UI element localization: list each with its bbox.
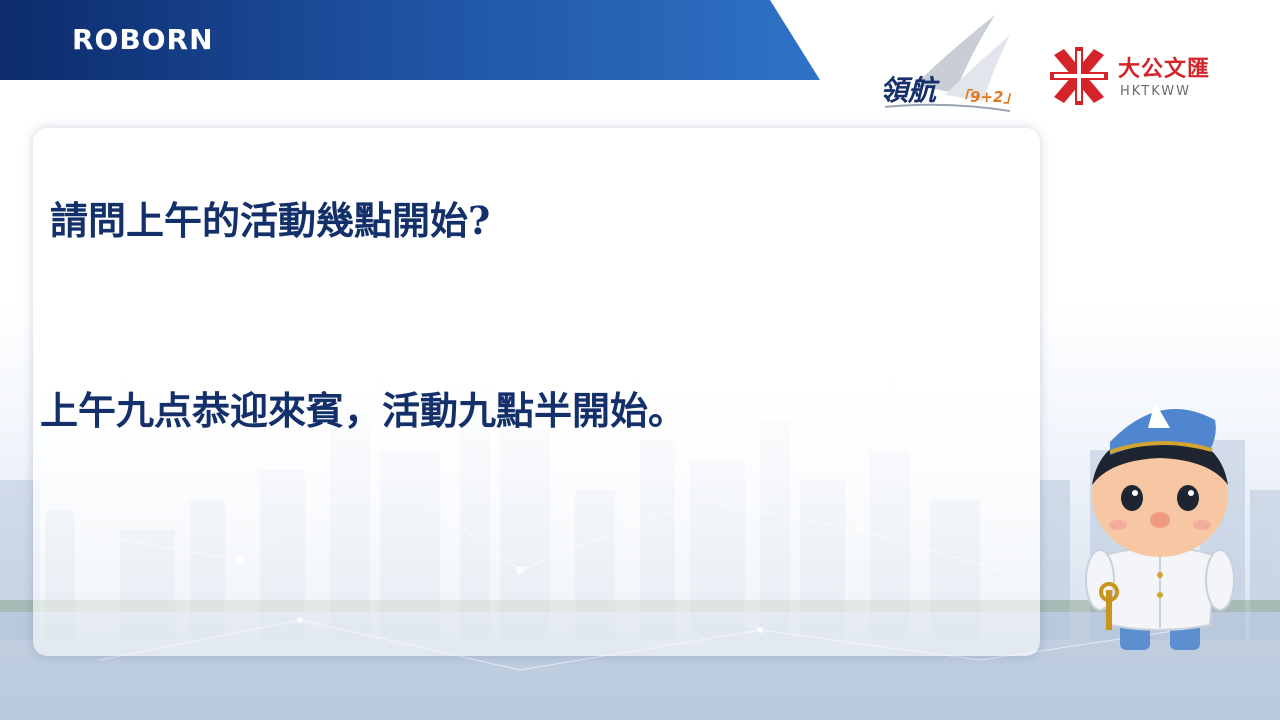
sailor-mascot-icon: [1085, 402, 1235, 650]
tkww-english-name: HKTKWW: [1120, 84, 1192, 99]
question-text: 請問上午的活動幾點開始?: [50, 198, 491, 243]
content-card: [33, 128, 1040, 656]
header-banner: [0, 0, 820, 80]
answer-text: 上午九点恭迎來賓，活動九點半開始。: [40, 388, 687, 433]
linghang-sail-icon: [884, 15, 1011, 112]
linghang-logo-subtext: 「9+2」: [955, 88, 1019, 106]
roborn-logo: ROBORN: [72, 22, 214, 58]
linghang-logo-text: 領航: [880, 74, 937, 107]
tkww-chinese-name: 大公文匯: [1118, 56, 1211, 82]
tkww-emblem-icon: [1050, 47, 1108, 105]
roborn-logo-text: ROBORN: [72, 23, 214, 56]
